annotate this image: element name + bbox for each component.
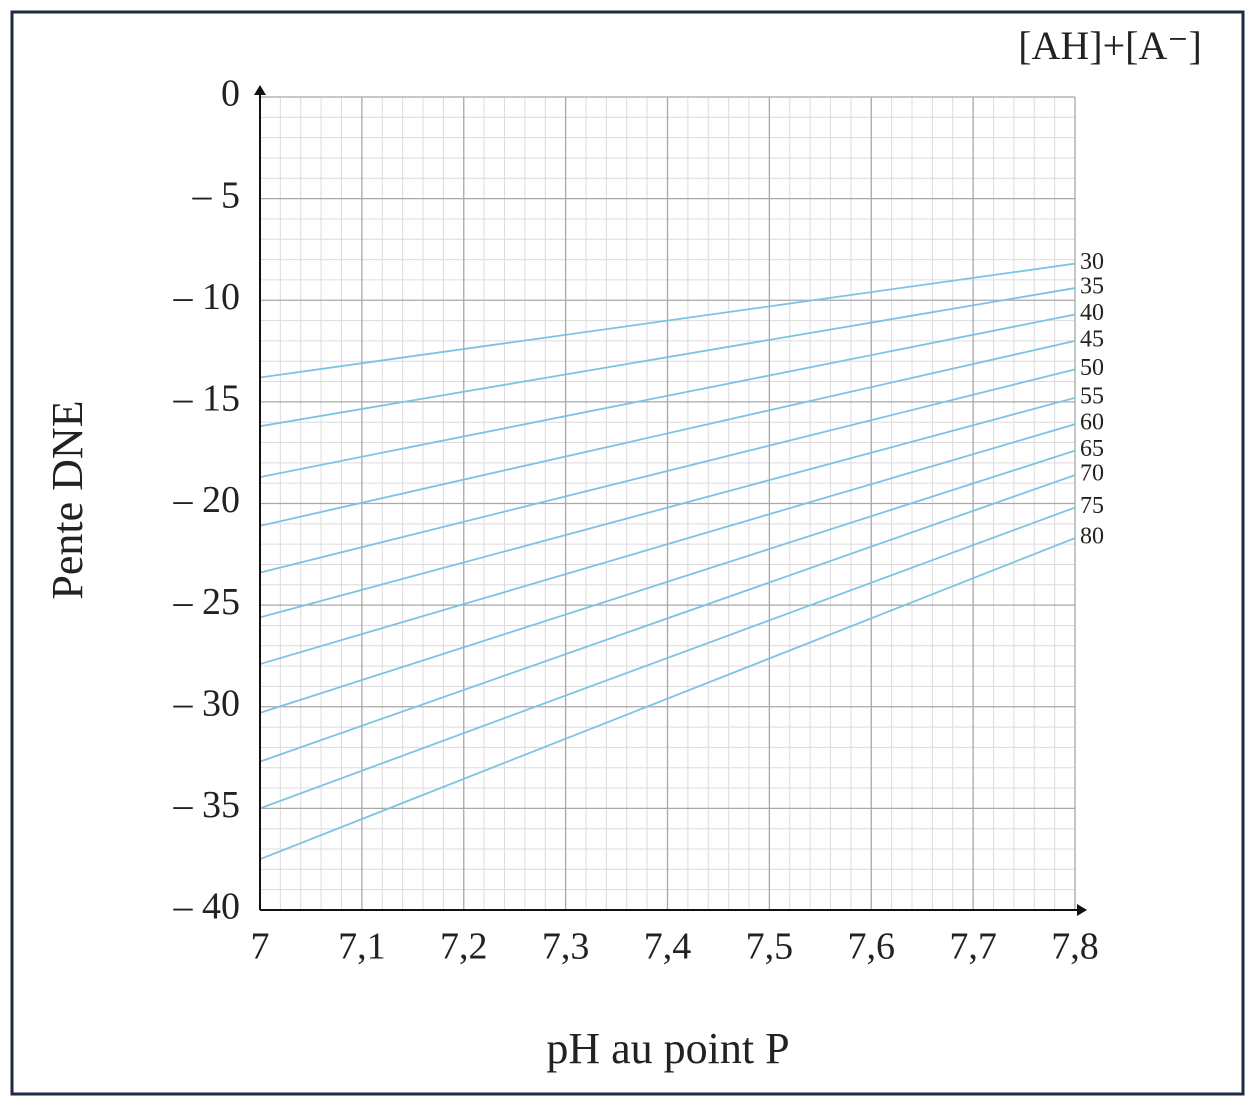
line-label: 70 (1080, 461, 1104, 487)
y-tick-label: 0 (221, 73, 240, 115)
x-axis-label: pH au point P (546, 1024, 789, 1073)
line-label: 55 (1080, 383, 1104, 409)
y-tick-label: – 25 (173, 581, 241, 623)
line-label: 35 (1080, 274, 1104, 300)
data-line (259, 537, 1076, 861)
y-tick-label: – 35 (173, 784, 241, 826)
y-tick-label: – 30 (173, 682, 241, 724)
y-tick-label: – 20 (173, 479, 241, 521)
line-label: 30 (1080, 249, 1104, 275)
data-line (259, 506, 1076, 810)
x-tick-label: 7,4 (644, 926, 692, 968)
marks (259, 262, 1076, 861)
grid (259, 96, 1076, 911)
y-tick-label: – 10 (173, 276, 241, 318)
y-axis-label: Pente DNE (43, 400, 92, 599)
data-line (259, 262, 1076, 379)
x-tick-label: 7,6 (848, 926, 896, 968)
data-line (259, 474, 1076, 763)
x-tick-label: 7,7 (949, 926, 997, 968)
x-tick-label: 7,8 (1051, 926, 1099, 968)
x-tick-label: 7 (251, 926, 270, 968)
line-label: 60 (1080, 410, 1104, 436)
y-tick-label: – 15 (173, 378, 241, 420)
line-label: 75 (1080, 493, 1104, 519)
y-axis-arrow (254, 85, 266, 95)
data-line (259, 287, 1076, 428)
y-tick-label: – 40 (173, 886, 241, 928)
line-label: 80 (1080, 524, 1104, 550)
data-line (259, 423, 1076, 665)
data-line (259, 340, 1076, 527)
data-line (259, 313, 1076, 478)
x-tick-label: 7,5 (746, 926, 794, 968)
x-tick-label: 7,2 (440, 926, 488, 968)
line-label: 40 (1080, 300, 1104, 326)
x-tick-label: 7,3 (542, 926, 590, 968)
data-line (259, 368, 1076, 574)
line-label: 45 (1080, 326, 1104, 352)
x-axis-arrow (1077, 904, 1087, 916)
legend-title: [AH]+[A⁻] (1018, 23, 1202, 68)
data-line (259, 396, 1076, 619)
x-tick-label: 7,1 (338, 926, 386, 968)
y-tick-label: – 5 (192, 174, 241, 216)
line-label: 50 (1080, 355, 1104, 381)
data-line (259, 449, 1076, 714)
line-label: 65 (1080, 436, 1104, 462)
